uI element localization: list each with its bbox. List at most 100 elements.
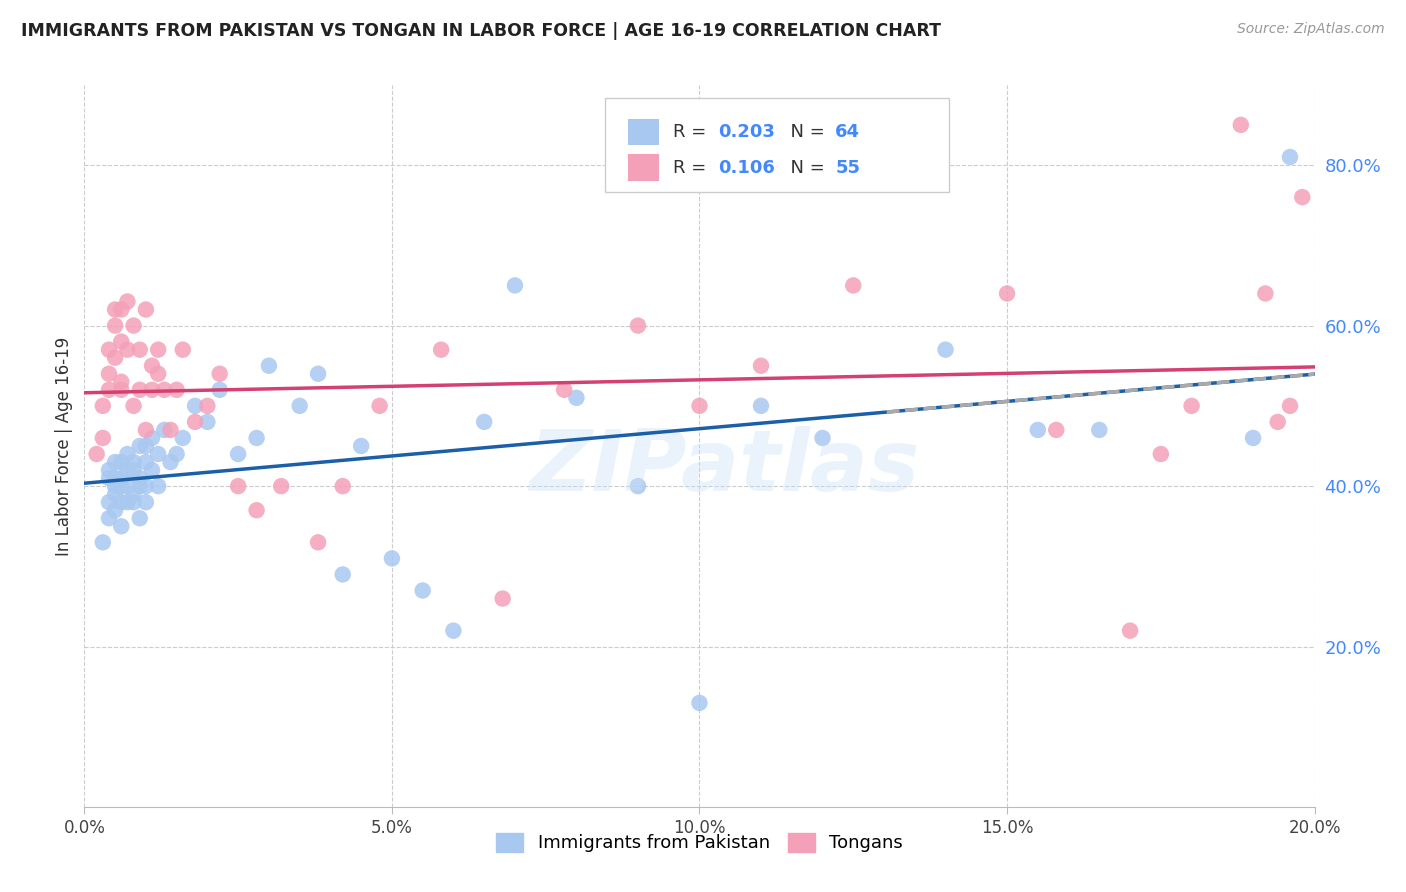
Point: [1026, 423, 1049, 437]
Point: [246, 431, 269, 445]
Point: [197, 399, 219, 413]
Point: [1267, 415, 1289, 429]
Point: [935, 343, 957, 357]
Point: [1279, 150, 1302, 164]
Point: [472, 415, 495, 429]
Point: [141, 463, 163, 477]
Point: [197, 415, 219, 429]
Point: [135, 423, 157, 437]
Point: [104, 479, 127, 493]
Point: [270, 479, 292, 493]
Point: [135, 455, 157, 469]
Text: N =: N =: [779, 159, 831, 177]
Point: [565, 391, 588, 405]
Point: [1229, 118, 1253, 132]
Point: [110, 334, 132, 349]
Point: [122, 318, 145, 333]
Point: [443, 624, 465, 638]
Text: Source: ZipAtlas.com: Source: ZipAtlas.com: [1237, 22, 1385, 37]
Point: [110, 383, 132, 397]
Point: [1241, 431, 1264, 445]
Point: [503, 278, 526, 293]
Point: [141, 359, 163, 373]
Point: [104, 487, 127, 501]
Point: [117, 343, 139, 357]
Point: [307, 535, 329, 549]
Text: IMMIGRANTS FROM PAKISTAN VS TONGAN IN LABOR FORCE | AGE 16-19 CORRELATION CHART: IMMIGRANTS FROM PAKISTAN VS TONGAN IN LA…: [21, 22, 941, 40]
Point: [110, 479, 132, 493]
Point: [98, 471, 120, 485]
Point: [128, 383, 150, 397]
Point: [172, 431, 194, 445]
Point: [332, 567, 354, 582]
Point: [148, 367, 170, 381]
Point: [122, 495, 145, 509]
Point: [135, 439, 157, 453]
Point: [430, 343, 453, 357]
Point: [117, 495, 139, 509]
Point: [627, 318, 650, 333]
Point: [1088, 423, 1111, 437]
Point: [128, 479, 150, 493]
Point: [117, 479, 139, 493]
Point: [153, 423, 176, 437]
Point: [104, 351, 127, 365]
Point: [492, 591, 515, 606]
Point: [368, 399, 391, 413]
Text: 64: 64: [835, 123, 860, 141]
Point: [122, 487, 145, 501]
Point: [153, 383, 176, 397]
Point: [811, 431, 834, 445]
Point: [110, 302, 132, 317]
Point: [148, 447, 170, 461]
Point: [122, 399, 145, 413]
Point: [122, 455, 145, 469]
Point: [91, 399, 114, 413]
Text: ZIPatlas: ZIPatlas: [529, 426, 920, 509]
Point: [1119, 624, 1142, 638]
Point: [98, 343, 120, 357]
Point: [141, 383, 163, 397]
Point: [110, 519, 132, 533]
Point: [98, 367, 120, 381]
Point: [98, 495, 120, 509]
Point: [332, 479, 354, 493]
Point: [141, 431, 163, 445]
Point: [749, 399, 772, 413]
Point: [104, 503, 127, 517]
Point: [104, 471, 127, 485]
Point: [117, 447, 139, 461]
Point: [91, 431, 114, 445]
Point: [128, 511, 150, 525]
Point: [842, 278, 865, 293]
Point: [627, 479, 650, 493]
Point: [350, 439, 373, 453]
Point: [98, 463, 120, 477]
Point: [110, 375, 132, 389]
Point: [246, 503, 269, 517]
Point: [128, 343, 150, 357]
Point: [412, 583, 434, 598]
Point: [166, 383, 188, 397]
Point: [749, 359, 772, 373]
Y-axis label: In Labor Force | Age 16-19: In Labor Force | Age 16-19: [55, 336, 73, 556]
Point: [689, 399, 711, 413]
Point: [159, 455, 181, 469]
Point: [226, 447, 249, 461]
Text: 55: 55: [835, 159, 860, 177]
Point: [117, 294, 139, 309]
Text: R =: R =: [673, 123, 713, 141]
Text: 0.106: 0.106: [718, 159, 775, 177]
Point: [104, 302, 127, 317]
Point: [166, 447, 188, 461]
Point: [1150, 447, 1173, 461]
Point: [1181, 399, 1204, 413]
Point: [110, 495, 132, 509]
Point: [1279, 399, 1302, 413]
Point: [86, 447, 108, 461]
Text: R =: R =: [673, 159, 713, 177]
Point: [135, 479, 157, 493]
Point: [148, 479, 170, 493]
Point: [159, 423, 181, 437]
Point: [1254, 286, 1277, 301]
